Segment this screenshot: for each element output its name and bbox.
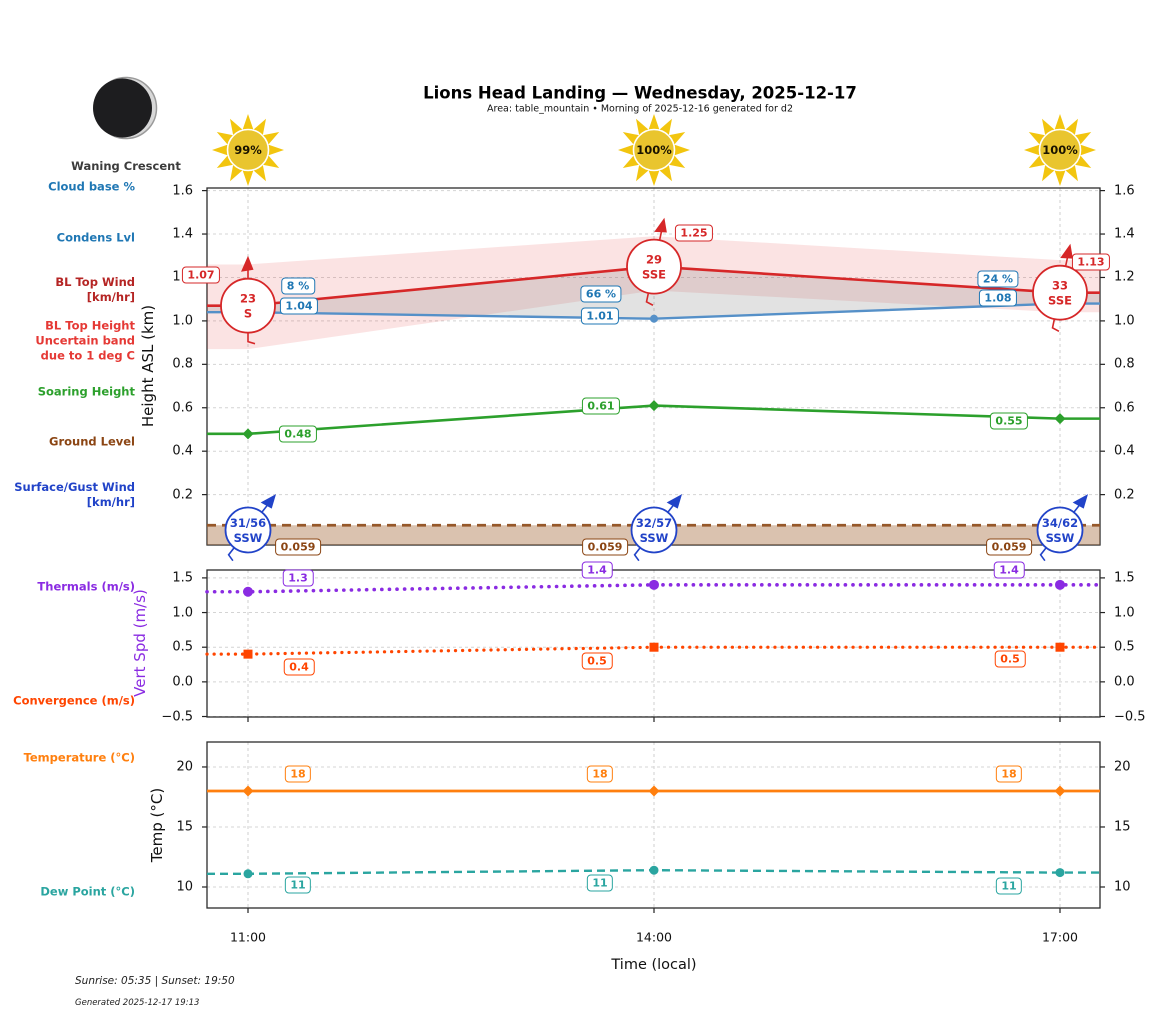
- surface-gust-wind-barb-part: [666, 494, 683, 509]
- bl-top-wind-barb-part: [1060, 243, 1073, 259]
- moon-shadow-disc: [93, 78, 152, 138]
- dew-point-marker: [1055, 868, 1065, 878]
- surface-gust-wind-speed: 31/56: [230, 516, 266, 530]
- soaring-height-marker: [242, 428, 254, 440]
- generated-note: Generated 2025-12-17 19:13: [75, 998, 200, 1008]
- thermals-marker: [649, 579, 659, 590]
- condens-lvl-marker: [650, 314, 658, 323]
- surface-gust-wind-dir: SSW: [640, 531, 669, 545]
- surface-gust-wind-barb-part: [227, 547, 235, 562]
- bl-top-wind-speed: 23: [240, 292, 256, 306]
- surface-gust-wind-barb: [633, 494, 683, 562]
- bl-top-wind-dir: S: [244, 307, 252, 321]
- page-title: Lions Head Landing — Wednesday, 2025-12-…: [423, 83, 857, 103]
- bl-top-wind-barb-part: [241, 255, 254, 272]
- temp-axis-title: Temp (°C): [148, 787, 166, 863]
- sun-disc-icon: [226, 128, 270, 172]
- thermals-marker: [1055, 579, 1065, 590]
- surface-gust-wind-speed: 34/62: [1042, 516, 1078, 530]
- surface-gust-wind-barb: [1039, 494, 1089, 562]
- surface-gust-wind-circle: [1036, 506, 1084, 554]
- bl-top-wind-barb-part: [1051, 318, 1060, 332]
- surface-gust-wind-barb: [227, 494, 277, 562]
- soaring-height-marker: [648, 400, 660, 412]
- surface-gust-wind-dir: SSW: [234, 531, 263, 545]
- soaring-height-marker: [1054, 413, 1066, 425]
- surface-gust-wind-circle: [224, 506, 272, 554]
- convergence-marker: [1055, 642, 1065, 652]
- temperature-marker: [1054, 785, 1066, 797]
- surface-gust-wind-dir: SSW: [1046, 531, 1075, 545]
- convergence-marker: [649, 642, 659, 652]
- bl-top-wind-barb: [241, 255, 256, 345]
- sun-coverage-pct: 100%: [636, 143, 672, 157]
- sun-disc-icon: [632, 128, 676, 172]
- temperature-marker: [242, 785, 254, 797]
- surface-gust-wind-barb-part: [260, 494, 277, 509]
- bl-top-wind-circle: [626, 238, 682, 295]
- thermals-marker: [243, 586, 253, 597]
- bl-top-wind-speed: 29: [646, 253, 662, 267]
- surface-gust-wind-barb-part: [1039, 547, 1047, 562]
- plot-frame: [206, 741, 1101, 909]
- bl-top-wind-circle: [1032, 264, 1088, 321]
- moon-phase-icon: [93, 76, 158, 140]
- bl-top-wind-circle: [220, 277, 276, 334]
- sun-coverage-pct: 100%: [1042, 143, 1078, 157]
- bl-top-wind-barb: [645, 217, 667, 306]
- dew-point-marker: [243, 869, 253, 879]
- page-subtitle: Area: table_mountain • Morning of 2025-1…: [487, 103, 793, 115]
- bl-top-wind-barb-part: [654, 217, 667, 233]
- bl-top-wind-barb-part: [247, 332, 256, 345]
- bl-top-wind-dir: SSE: [1048, 294, 1072, 308]
- x-axis-title: Time (local): [611, 957, 697, 973]
- sun-coverage-pct: 99%: [234, 143, 262, 157]
- convergence-marker: [243, 649, 253, 659]
- surface-gust-wind-circle: [630, 506, 678, 554]
- temperature-marker: [648, 785, 660, 797]
- bl-top-wind-barb-part: [645, 292, 654, 306]
- plot-frame: [206, 569, 1101, 718]
- dew-point-marker: [649, 865, 659, 875]
- surface-gust-wind-speed: 32/57: [636, 516, 672, 530]
- height-axis-title: Height ASL (km): [139, 304, 157, 428]
- vertspd-axis-title: Vert Spd (m/s): [131, 589, 149, 697]
- surface-gust-wind-barb-part: [1072, 494, 1089, 509]
- bl-top-wind-speed: 33: [1052, 279, 1068, 293]
- moon-phase-label: Waning Crescent: [71, 159, 181, 173]
- bl-top-uncertainty-band: [207, 236, 1100, 350]
- sunrise-sunset-note: Sunrise: 05:35 | Sunset: 19:50: [75, 975, 235, 987]
- sun-disc-icon: [1038, 128, 1082, 172]
- bl-top-wind-dir: SSE: [642, 268, 666, 282]
- bl-top-wind-barb: [1051, 243, 1073, 332]
- surface-gust-wind-barb-part: [633, 547, 641, 562]
